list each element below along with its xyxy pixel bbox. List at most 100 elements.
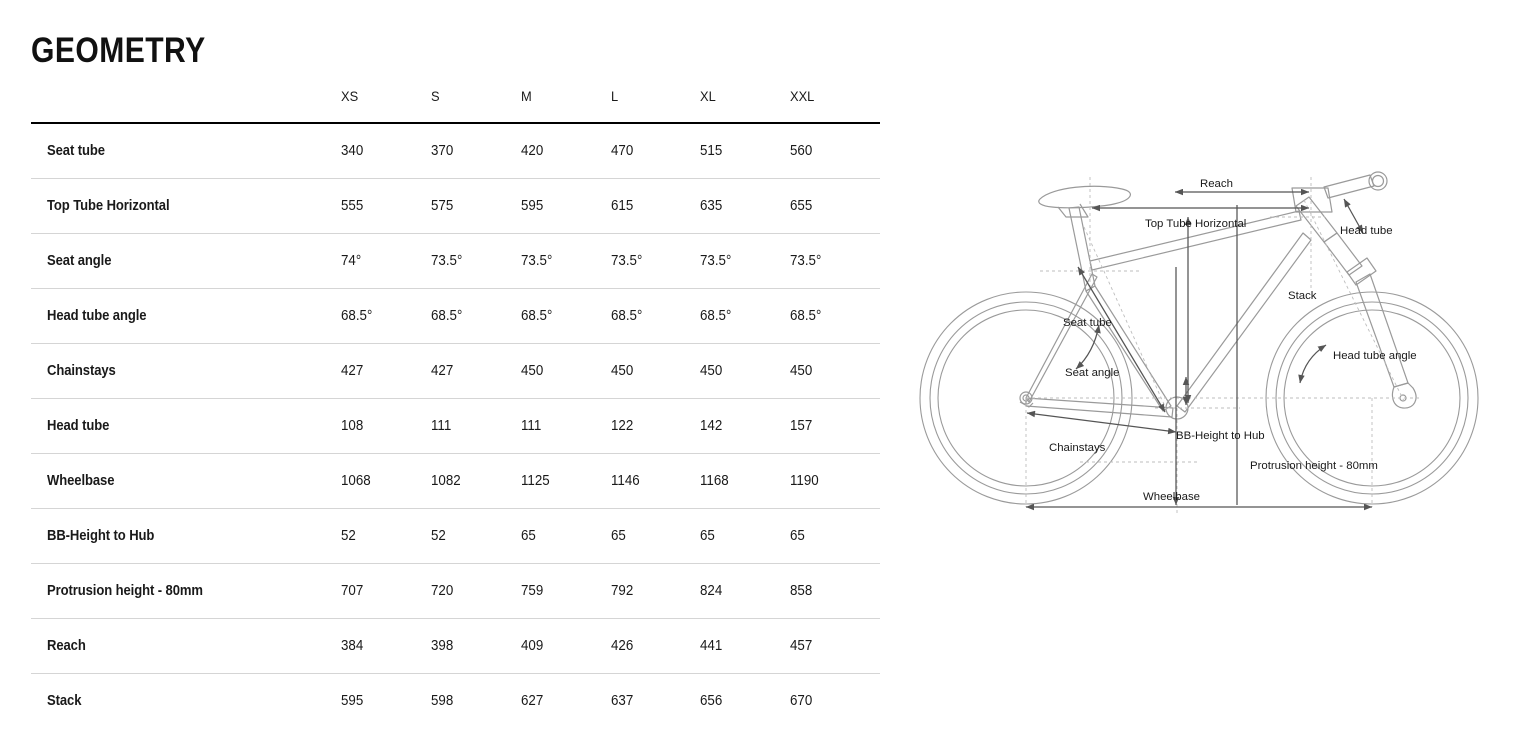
cell-xxl: 457: [790, 618, 880, 674]
cell-s: 398: [430, 618, 521, 674]
cell-m: 111: [520, 398, 611, 454]
cell-value: 656: [700, 693, 723, 709]
label-protrusion-height: Protrusion height - 80mm: [1250, 460, 1378, 472]
cell-value: 52: [341, 528, 356, 544]
cell-xl: 824: [700, 563, 791, 619]
cell-value: 1168: [700, 473, 730, 489]
cell-xl: 635: [700, 178, 791, 234]
row-label: Stack: [31, 674, 341, 729]
cell-l: 615: [610, 178, 701, 234]
table-row: Stack 595 598 627 637 656 670: [31, 674, 880, 729]
cell-m: 73.5°: [520, 233, 611, 289]
cell-value: 792: [610, 583, 633, 599]
cell-value: 450: [790, 363, 813, 379]
cell-xxl: 670: [790, 674, 880, 729]
cell-value: 1146: [610, 473, 640, 489]
fork-collar: [1346, 257, 1377, 286]
cell-value: 858: [790, 583, 813, 599]
row-label: Seat tube: [31, 123, 342, 179]
cell-m: 420: [520, 123, 611, 179]
cell-value: 108: [341, 418, 364, 434]
cell-value: 655: [790, 198, 813, 214]
row-label: Seat angle: [31, 233, 342, 289]
cell-value: 670: [790, 693, 813, 709]
label-seat-tube: Seat tube: [1063, 317, 1112, 329]
diagram-fork-steering: [1291, 171, 1417, 409]
row-label-text: Stack: [47, 693, 82, 709]
cell-value: 384: [341, 638, 364, 654]
cell-xxl: 655: [790, 178, 880, 234]
cell-value: 142: [700, 418, 723, 434]
cell-value: 457: [790, 638, 813, 654]
cell-xs: 52: [341, 508, 431, 564]
row-label: BB-Height to Hub: [31, 508, 342, 564]
cell-value: 1082: [430, 473, 461, 489]
cell-value: 450: [520, 363, 543, 379]
row-label: Wheelbase: [31, 453, 342, 509]
column-header-xxl: XXL: [790, 88, 873, 124]
cell-xl: 142: [700, 398, 791, 454]
label-reach: Reach: [1200, 178, 1233, 190]
cell-l: 1146: [610, 453, 701, 509]
table-row: Wheelbase 1068 1082 1125 1146 1168 1190: [31, 453, 880, 509]
front-dropout: [1391, 382, 1417, 409]
table-row: BB-Height to Hub 52 52 65 65 65 65: [31, 508, 880, 564]
ref-head-axis: [1303, 199, 1406, 404]
column-header-s: S: [430, 88, 514, 124]
head-tube-dimension: [1343, 198, 1364, 234]
table-row: Chainstays 427 427 450 450 450 450: [31, 343, 880, 399]
cell-m: 759: [520, 563, 611, 619]
row-label: Protrusion height - 80mm: [31, 563, 342, 619]
table-header: XS S M L XL XXL: [31, 88, 880, 124]
cell-value: 515: [700, 143, 723, 159]
cell-l: 68.5°: [610, 288, 701, 344]
table-row: Head tube 108 111 111 122 142 157: [31, 398, 880, 454]
cell-xxl: 560: [790, 123, 880, 179]
fork-leg: [1355, 273, 1409, 388]
cell-value: 426: [610, 638, 633, 654]
cell-xxl: 68.5°: [790, 288, 880, 344]
cell-value: 707: [341, 583, 364, 599]
label-top-tube-horizontal: Top Tube Horizontal: [1145, 218, 1246, 230]
cell-value: 111: [430, 418, 452, 434]
table-body: Seat tube 340 370 420 470 515 560 Top Tube Hori…: [31, 123, 880, 728]
cell-value: 627: [520, 693, 543, 709]
label-chainstays: Chainstays: [1049, 442, 1106, 454]
cell-value: 560: [790, 143, 813, 159]
cell-value: 73.5°: [700, 253, 732, 269]
cell-value: 1125: [520, 473, 550, 489]
cell-value: 68.5°: [341, 308, 373, 324]
cell-value: 73.5°: [430, 253, 463, 269]
cell-value: 595: [520, 198, 543, 214]
cell-value: 398: [430, 638, 454, 654]
cell-value: 65: [700, 528, 716, 544]
cell-xxl: 450: [790, 343, 880, 399]
cell-xxl: 65: [790, 508, 880, 564]
cell-xs: 68.5°: [341, 288, 431, 344]
cell-s: 370: [430, 123, 521, 179]
cell-value: 441: [700, 638, 723, 654]
cell-xxl: 1190: [790, 453, 880, 509]
cell-l: 122: [610, 398, 701, 454]
cell-l: 65: [610, 508, 701, 564]
cell-value: 111: [520, 418, 541, 434]
seat-tube-dimension: [1077, 266, 1166, 413]
table-row: Seat tube 340 370 420 470 515 560: [31, 123, 880, 179]
cell-value: 598: [430, 693, 454, 709]
cell-s: 68.5°: [430, 288, 521, 344]
cell-s: 111: [430, 398, 521, 454]
diagram-dimensions: [1025, 188, 1373, 511]
cell-value: 74°: [341, 253, 362, 269]
cell-value: 122: [610, 418, 633, 434]
label-bb-height-to-hub: BB-Height to Hub: [1176, 430, 1265, 442]
table-row: Reach 384 398 409 426 441 457: [31, 618, 880, 674]
cell-s: 427: [430, 343, 521, 399]
cell-xxl: 73.5°: [790, 233, 880, 289]
cell-s: 575: [430, 178, 521, 234]
cell-xl: 1168: [700, 453, 791, 509]
cell-m: 595: [520, 178, 611, 234]
cell-value: 1068: [341, 473, 371, 489]
cell-value: 450: [700, 363, 723, 379]
cell-m: 1125: [520, 453, 611, 509]
cell-xs: 427: [341, 343, 431, 399]
